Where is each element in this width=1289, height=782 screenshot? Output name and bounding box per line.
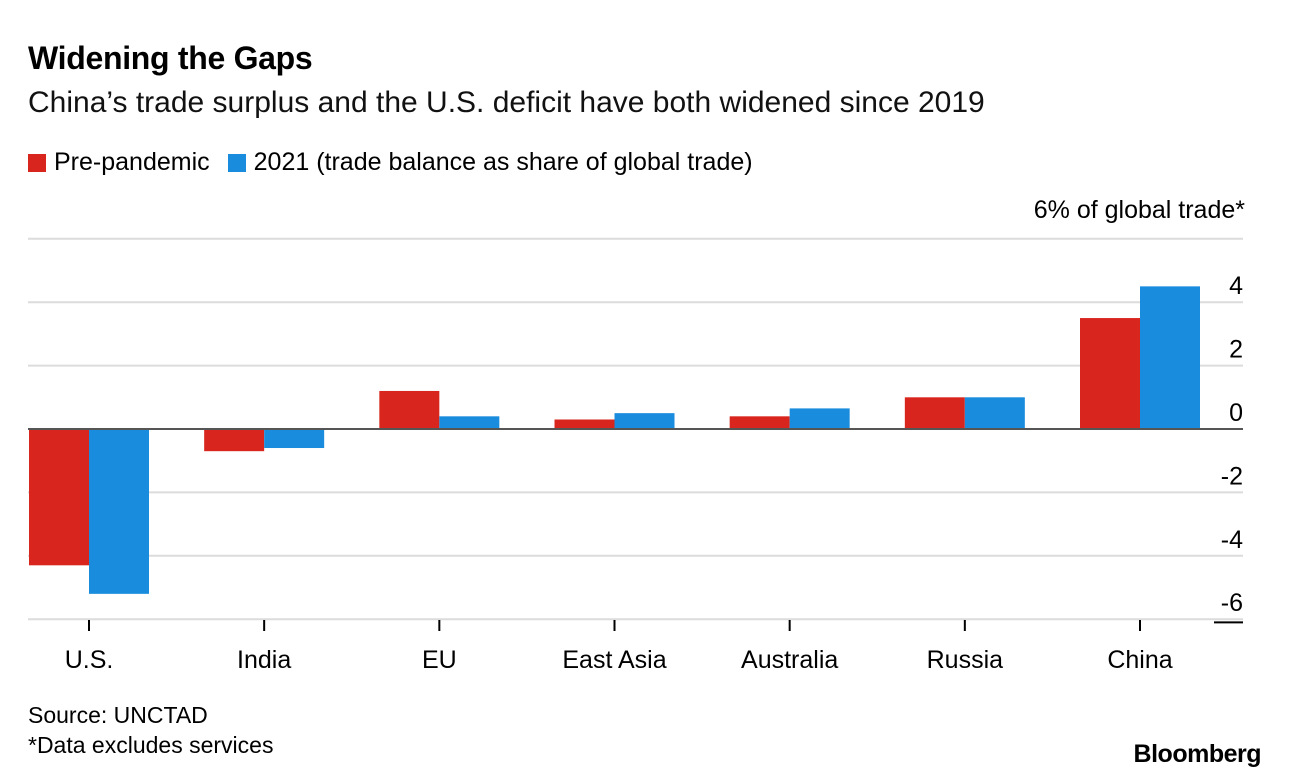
bar-pre-pandemic-east-asia (554, 419, 615, 429)
x-tick-label: East Asia (562, 646, 666, 674)
legend: Pre-pandemic 2021 (trade balance as shar… (28, 148, 771, 177)
y-tick-label: 4 (1229, 272, 1243, 300)
legend-label-pre-pandemic: Pre-pandemic (54, 148, 210, 176)
y-axis-unit-label: 6% of global trade* (1033, 196, 1245, 224)
legend-label-2021: 2021 (trade balance as share of global t… (253, 148, 753, 176)
chart-title: Widening the Gaps (28, 40, 313, 76)
x-tick-label: EU (422, 646, 457, 674)
x-tick-label: Russia (927, 646, 1004, 674)
bar-2021-india (264, 429, 325, 449)
x-tick-label: U.S. (65, 646, 114, 674)
bar-pre-pandemic-india (204, 429, 265, 452)
bars (29, 286, 1200, 594)
y-axis-ticks: 4 2 0 -2 -4 -6 (1214, 272, 1243, 624)
bar-pre-pandemic-china (1080, 318, 1140, 429)
x-tick-label: China (1107, 646, 1172, 674)
legend-item-2021: 2021 (trade balance as share of global t… (227, 148, 753, 177)
footnote-text: *Data excludes services (28, 732, 274, 758)
bar-pre-pandemic-eu (379, 390, 440, 429)
source-note: Source: UNCTAD *Data excludes services (28, 700, 273, 760)
bar-pre-pandemic-australia (729, 416, 790, 429)
legend-swatch-2021 (227, 153, 246, 172)
legend-swatch-pre-pandemic (28, 153, 46, 172)
chart-subtitle: China’s trade surplus and the U.S. defic… (28, 86, 985, 119)
bar-2021-russia (964, 397, 1025, 429)
bar-2021-eu (439, 416, 500, 429)
y-tick-label: -6 (1221, 589, 1243, 617)
legend-item-pre-pandemic: Pre-pandemic (28, 148, 210, 177)
bar-2021-u-s (89, 429, 149, 594)
x-tick-label: Australia (741, 646, 838, 674)
y-tick-label: -2 (1221, 462, 1243, 490)
bar-pre-pandemic-russia (904, 397, 965, 429)
y-tick-label: 0 (1229, 399, 1243, 427)
bar-pre-pandemic-u-s (29, 429, 89, 566)
bar-2021-china (1140, 286, 1200, 429)
bar-2021-east-asia (614, 413, 675, 429)
source-text: Source: UNCTAD (28, 702, 208, 728)
bloomberg-logo: Bloomberg (1133, 740, 1262, 768)
gridlines (28, 237, 1243, 621)
y-tick-label: -4 (1221, 526, 1243, 554)
y-tick-label: 2 (1229, 336, 1243, 364)
x-tick-label: India (237, 646, 291, 674)
bar-2021-australia (789, 408, 850, 429)
x-axis-ticks: U.S. India EU East Asia Australia Russia China (65, 620, 1173, 674)
